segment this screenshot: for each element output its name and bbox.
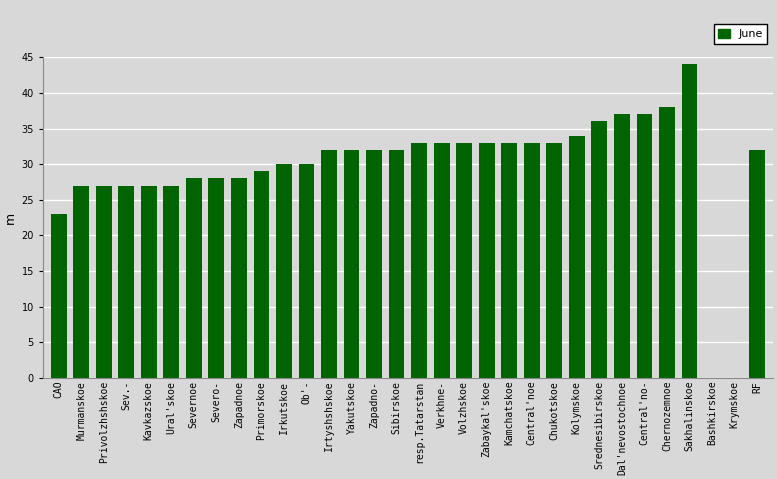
Y-axis label: m: m [4, 212, 17, 224]
Bar [411, 143, 427, 378]
Bar [501, 143, 517, 378]
Bar [208, 179, 225, 378]
Bar [614, 114, 630, 378]
Bar [569, 136, 585, 378]
Bar [51, 214, 67, 378]
Bar [659, 107, 675, 378]
Bar [321, 150, 337, 378]
Bar [434, 143, 450, 378]
Bar [253, 171, 270, 378]
Bar [366, 150, 382, 378]
Bar [276, 164, 292, 378]
Bar [591, 121, 608, 378]
Bar [96, 185, 112, 378]
Bar [636, 114, 653, 378]
Bar [141, 185, 157, 378]
Bar [546, 143, 563, 378]
Bar [479, 143, 495, 378]
Bar [298, 164, 315, 378]
Bar [524, 143, 540, 378]
Bar [681, 64, 698, 378]
Bar [186, 179, 202, 378]
Legend: June: June [714, 24, 767, 44]
Bar [118, 185, 134, 378]
Bar [231, 179, 247, 378]
Bar [163, 185, 179, 378]
Bar [388, 150, 405, 378]
Bar [749, 150, 765, 378]
Bar [456, 143, 472, 378]
Bar [343, 150, 360, 378]
Bar [73, 185, 89, 378]
